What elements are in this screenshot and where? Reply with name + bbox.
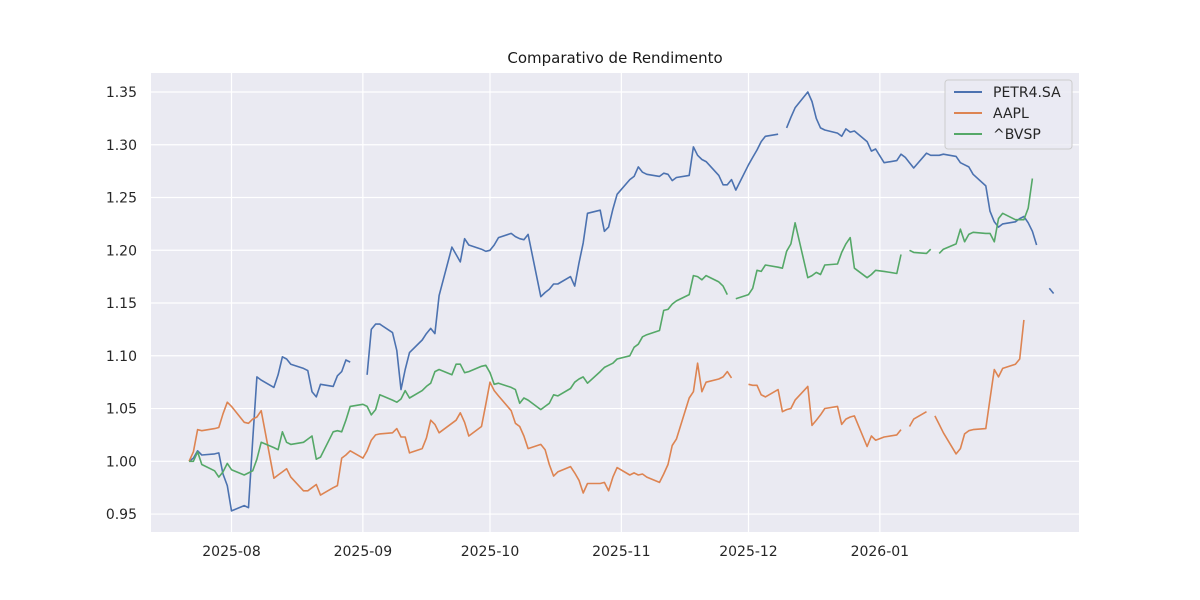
x-tick-label: 2025-11 (592, 544, 651, 560)
x-tick-label: 2026-01 (851, 544, 910, 560)
x-tick-label: 2025-09 (334, 544, 393, 560)
y-tick-label: 1.20 (106, 243, 137, 259)
series-line-2 (189, 178, 1034, 478)
legend-box (944, 79, 1073, 150)
y-tick-label: 1.10 (106, 349, 137, 365)
series-line-1 (188, 319, 1025, 496)
y-tick-label: 0.95 (106, 507, 137, 523)
x-tick-label: 2025-08 (202, 544, 261, 560)
legend: PETR4.SA AAPL ^BVSP (944, 79, 1073, 150)
y-tick-label: 1.05 (106, 402, 137, 418)
chart-title: Comparativo de Rendimento (507, 49, 722, 67)
x-tick-label: 2025-12 (719, 544, 778, 560)
series-line-0 (188, 91, 1055, 512)
legend-label: PETR4.SA (993, 85, 1061, 101)
legend-label: ^BVSP (993, 127, 1041, 143)
y-tick-label: 1.00 (106, 454, 137, 470)
y-tick-label: 1.25 (106, 191, 137, 207)
legend-label: AAPL (993, 106, 1029, 122)
grid (151, 73, 1079, 532)
y-tick-label: 1.35 (106, 85, 137, 101)
x-tick-label: 2025-10 (461, 544, 520, 560)
x-axis: 2025-08 2025-09 2025-10 2025-11 2025-12 2026-… (202, 544, 909, 560)
y-tick-label: 1.15 (106, 296, 137, 312)
series-lines (188, 91, 1055, 512)
y-tick-label: 1.30 (106, 138, 137, 154)
y-axis: 0.95 1.00 1.05 1.10 1.15 1.20 1.25 1.30 1.35 (106, 85, 137, 523)
